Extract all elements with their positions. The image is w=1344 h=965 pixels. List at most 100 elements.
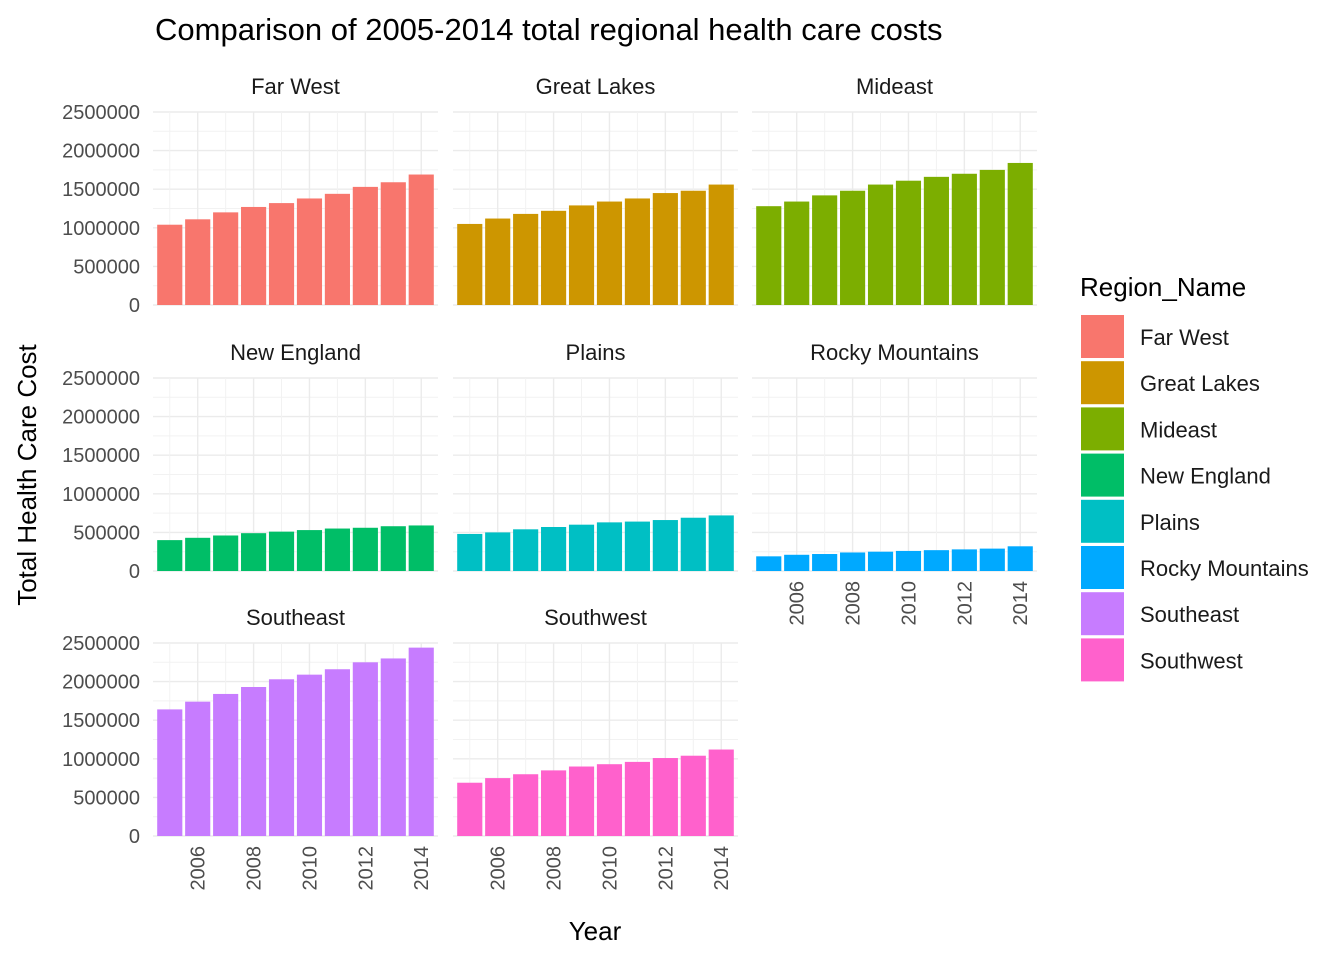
- legend-label: Plains: [1140, 510, 1200, 535]
- bar-plains-2005: [457, 533, 483, 571]
- bar-plains-2010: [596, 522, 623, 571]
- y-tick-label: 1500000: [62, 445, 140, 467]
- x-tick-label: 2014: [411, 846, 433, 891]
- bar-southwest-2011: [624, 761, 650, 836]
- bar-plains-2009: [568, 524, 595, 571]
- y-tick-label: 2500000: [62, 633, 140, 655]
- bar-plains-2006: [485, 532, 511, 571]
- bar-mideast-2008: [840, 190, 866, 305]
- bar-southeast-2014: [408, 647, 434, 836]
- y-tick-label: 0: [129, 295, 140, 317]
- legend-title: Region_Name: [1080, 272, 1246, 302]
- panel-rocky-mountains: Rocky Mountains 2006 2008 2010 2012 2014: [752, 340, 1037, 626]
- legend-item-southwest: Southwest: [1081, 638, 1243, 682]
- y-tick-label: 2500000: [62, 368, 140, 390]
- bar-southeast-2012: [352, 662, 378, 836]
- bar-great-lakes-2006: [485, 218, 511, 305]
- panel-great-lakes: Great Lakes: [453, 74, 738, 306]
- legend-item-southeast: Southeast: [1081, 592, 1239, 636]
- bar-rocky-mountains-2012: [951, 549, 977, 571]
- y-tick-label: 2000000: [62, 407, 140, 429]
- x-tick-label: 2014: [1010, 581, 1032, 626]
- bar-mideast-2014: [1007, 162, 1033, 305]
- panel-mideast: Mideast: [752, 74, 1037, 306]
- y-tick-label: 2000000: [62, 141, 140, 163]
- bar-great-lakes-2005: [457, 223, 483, 305]
- bar-rocky-mountains-2005: [756, 556, 782, 571]
- facet-label: Southwest: [544, 605, 647, 630]
- x-tick-label: 2006: [488, 846, 510, 891]
- bar-far-west-2012: [352, 186, 378, 305]
- y-tick-label: 1000000: [62, 218, 140, 240]
- bar-southwest-2014: [708, 749, 734, 836]
- facet-label: Far West: [251, 74, 340, 99]
- y-tick-label: 0: [129, 826, 140, 848]
- bar-southwest-2007: [513, 774, 539, 836]
- bar-rocky-mountains-2014: [1007, 546, 1033, 571]
- legend-item-great-lakes: Great Lakes: [1081, 361, 1260, 405]
- bar-new-england-2005: [157, 540, 183, 571]
- legend-label: Rocky Mountains: [1140, 556, 1309, 581]
- bar-new-england-2014: [408, 525, 434, 571]
- panel-southwest: Southwest 2006 2008 2010 2012 2014: [453, 605, 738, 891]
- legend-swatch: [1081, 453, 1124, 497]
- y-tick-label: 1500000: [62, 710, 140, 732]
- bar-great-lakes-2009: [568, 205, 595, 305]
- bar-mideast-2006: [784, 201, 810, 305]
- bar-far-west-2008: [241, 206, 267, 305]
- y-tick-label: 0: [129, 561, 140, 583]
- bar-plains-2007: [513, 529, 539, 571]
- legend-swatch: [1081, 592, 1124, 636]
- legend-item-new-england: New England: [1081, 453, 1271, 497]
- bar-southeast-2007: [213, 693, 239, 836]
- bar-southeast-2011: [324, 669, 350, 836]
- bar-mideast-2013: [979, 169, 1005, 305]
- x-tick-label: 2008: [244, 846, 266, 891]
- bar-great-lakes-2010: [596, 201, 623, 305]
- bar-far-west-2011: [324, 193, 350, 305]
- facet-panels: Far West 0 500000 1000000 1500000 2000000 2500…: [62, 74, 1037, 891]
- bar-new-england-2011: [324, 528, 350, 571]
- bar-southwest-2009: [568, 766, 595, 836]
- bar-great-lakes-2014: [708, 184, 734, 305]
- panel-far-west: Far West 0 500000 1000000 1500000 2000000 2500…: [62, 74, 438, 317]
- bar-great-lakes-2008: [541, 210, 567, 305]
- bar-mideast-2007: [812, 195, 838, 305]
- x-tick-label: 2010: [599, 846, 621, 891]
- bar-great-lakes-2013: [680, 190, 706, 305]
- legend-label: Southeast: [1140, 602, 1239, 627]
- legend-label: New England: [1140, 464, 1271, 489]
- y-axis-title: Total Health Care Cost: [12, 343, 42, 605]
- x-tick-label: 2010: [299, 846, 321, 891]
- bar-rocky-mountains-2009: [867, 551, 894, 571]
- y-tick-label: 500000: [73, 522, 140, 544]
- bar-new-england-2010: [296, 530, 323, 571]
- bar-southeast-2009: [268, 679, 295, 836]
- x-tick-label: 2006: [787, 581, 809, 626]
- bar-southeast-2006: [185, 701, 211, 836]
- y-tick-label: 1000000: [62, 484, 140, 506]
- bar-southwest-2005: [457, 782, 483, 836]
- panel-plains: Plains: [453, 340, 738, 572]
- y-tick-label: 500000: [73, 787, 140, 809]
- x-tick-label: 2010: [898, 581, 920, 626]
- bar-plains-2014: [708, 515, 734, 571]
- bar-new-england-2008: [241, 533, 267, 571]
- bar-southeast-2010: [296, 674, 323, 836]
- bar-new-england-2006: [185, 537, 211, 571]
- legend-label: Southwest: [1140, 648, 1243, 673]
- bar-rocky-mountains-2010: [895, 550, 922, 571]
- bar-southeast-2005: [157, 709, 183, 836]
- bar-new-england-2012: [352, 527, 378, 571]
- bar-far-west-2006: [185, 219, 211, 305]
- x-tick-label: 2014: [711, 846, 733, 891]
- bar-southeast-2013: [380, 658, 406, 836]
- bar-far-west-2013: [380, 182, 406, 305]
- facet-label: Plains: [566, 340, 626, 365]
- bar-southeast-2008: [241, 687, 267, 836]
- x-tick-label: 2012: [655, 846, 677, 891]
- legend-label: Great Lakes: [1140, 371, 1260, 396]
- facet-label: Mideast: [856, 74, 933, 99]
- bar-mideast-2011: [923, 176, 949, 305]
